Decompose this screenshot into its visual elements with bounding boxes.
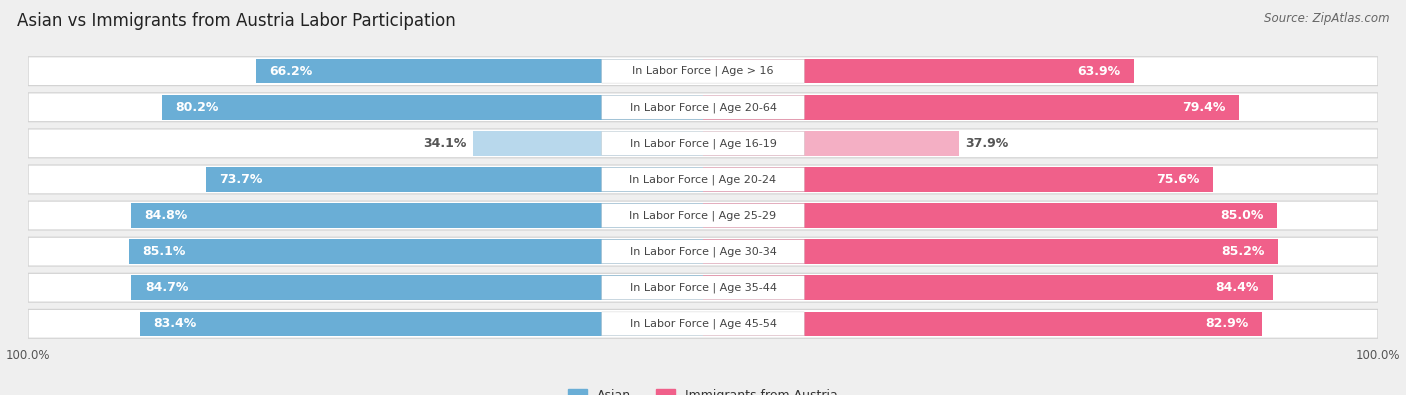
FancyBboxPatch shape [602,204,804,228]
FancyBboxPatch shape [28,309,1378,338]
Text: 34.1%: 34.1% [423,137,467,150]
Bar [703,131,959,156]
Text: 37.9%: 37.9% [966,137,1008,150]
Text: In Labor Force | Age 25-29: In Labor Force | Age 25-29 [630,210,776,221]
Bar [703,239,1278,264]
Text: 63.9%: 63.9% [1077,65,1121,78]
Text: 85.2%: 85.2% [1222,245,1264,258]
Text: 84.4%: 84.4% [1216,281,1260,294]
FancyBboxPatch shape [602,95,804,119]
Text: In Labor Force | Age 45-54: In Labor Force | Age 45-54 [630,318,776,329]
Bar [703,95,1239,120]
Bar [703,275,1272,300]
Bar [256,59,703,83]
FancyBboxPatch shape [28,273,1378,302]
FancyBboxPatch shape [28,129,1378,158]
Legend: Asian, Immigrants from Austria: Asian, Immigrants from Austria [568,389,838,395]
FancyBboxPatch shape [28,93,1378,122]
Bar [162,95,703,120]
Bar [703,167,1213,192]
Text: In Labor Force | Age 20-64: In Labor Force | Age 20-64 [630,102,776,113]
Text: 83.4%: 83.4% [153,317,197,330]
Text: In Labor Force | Age 30-34: In Labor Force | Age 30-34 [630,246,776,257]
Text: 79.4%: 79.4% [1182,101,1226,114]
FancyBboxPatch shape [602,240,804,263]
FancyBboxPatch shape [28,201,1378,230]
FancyBboxPatch shape [602,167,804,191]
Bar [205,167,703,192]
FancyBboxPatch shape [602,276,804,300]
Bar [703,59,1135,83]
Text: 85.0%: 85.0% [1220,209,1263,222]
Text: In Labor Force | Age > 16: In Labor Force | Age > 16 [633,66,773,77]
Text: 80.2%: 80.2% [176,101,218,114]
Text: In Labor Force | Age 16-19: In Labor Force | Age 16-19 [630,138,776,149]
FancyBboxPatch shape [602,312,804,336]
Text: 73.7%: 73.7% [219,173,263,186]
Text: 75.6%: 75.6% [1156,173,1199,186]
Text: 84.7%: 84.7% [145,281,188,294]
Bar [472,131,703,156]
Text: In Labor Force | Age 20-24: In Labor Force | Age 20-24 [630,174,776,185]
Bar [703,203,1277,228]
FancyBboxPatch shape [28,57,1378,86]
Text: Asian vs Immigrants from Austria Labor Participation: Asian vs Immigrants from Austria Labor P… [17,12,456,30]
Text: In Labor Force | Age 35-44: In Labor Force | Age 35-44 [630,282,776,293]
Bar [703,312,1263,336]
Text: 85.1%: 85.1% [142,245,186,258]
Bar [129,239,703,264]
FancyBboxPatch shape [28,165,1378,194]
Bar [131,203,703,228]
Text: Source: ZipAtlas.com: Source: ZipAtlas.com [1264,12,1389,25]
Text: 66.2%: 66.2% [270,65,314,78]
FancyBboxPatch shape [602,59,804,83]
FancyBboxPatch shape [602,132,804,155]
Bar [131,275,703,300]
Bar [141,312,703,336]
Text: 82.9%: 82.9% [1206,317,1249,330]
FancyBboxPatch shape [28,237,1378,266]
Text: 84.8%: 84.8% [145,209,187,222]
